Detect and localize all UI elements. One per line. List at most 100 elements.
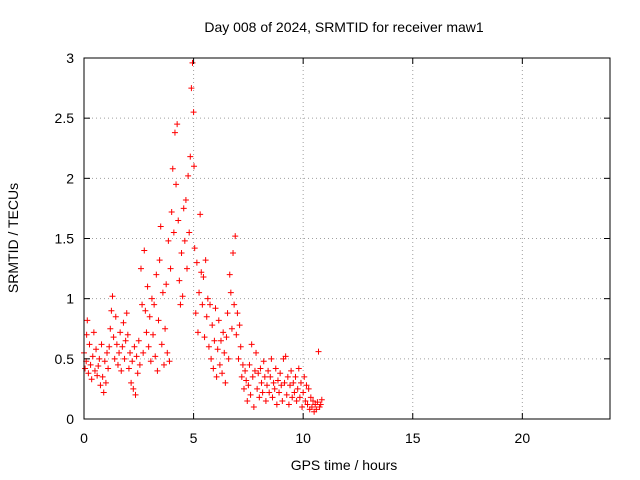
data-point [209, 322, 216, 329]
y-tick-label: 1 [66, 291, 74, 307]
data-point [208, 355, 215, 362]
data-point [317, 401, 324, 408]
data-point [310, 397, 317, 404]
data-point [239, 361, 246, 368]
data-point [189, 59, 196, 66]
data-point [225, 355, 232, 362]
data-point [237, 343, 244, 350]
data-point [207, 301, 214, 308]
data-point [150, 331, 157, 338]
y-tick-label: 0 [66, 411, 74, 427]
data-point [174, 121, 181, 128]
data-point [89, 353, 96, 360]
data-point [118, 367, 125, 374]
data-point [164, 349, 171, 356]
data-point [100, 389, 107, 396]
data-point [257, 365, 264, 372]
x-tick-label: 10 [295, 430, 311, 446]
data-point [122, 337, 129, 344]
data-point [191, 245, 198, 252]
data-point [251, 367, 258, 374]
data-point [276, 389, 283, 396]
data-point [198, 269, 205, 276]
data-point [143, 329, 150, 336]
data-point [223, 334, 230, 341]
data-point [238, 373, 245, 380]
data-point [268, 355, 275, 362]
data-point [203, 313, 210, 320]
data-point [169, 165, 176, 172]
data-point [155, 317, 162, 324]
data-point [141, 247, 148, 254]
data-point [262, 397, 269, 404]
data-point [244, 397, 251, 404]
data-point [119, 343, 126, 350]
data-point [219, 370, 226, 377]
data-point [121, 355, 128, 362]
data-point [171, 129, 178, 136]
data-point [94, 372, 101, 379]
data-point [128, 379, 135, 386]
data-point [231, 301, 238, 308]
data-point [302, 397, 309, 404]
data-point [173, 181, 180, 188]
data-point [281, 379, 288, 386]
x-tick-label: 20 [515, 430, 531, 446]
x-tick-label: 15 [405, 430, 421, 446]
data-point [289, 394, 296, 401]
data-point [212, 305, 219, 312]
data-point [168, 209, 175, 216]
data-point [124, 331, 131, 338]
y-tick-label: 1.5 [55, 231, 75, 247]
data-point [249, 373, 256, 380]
data-point [256, 394, 263, 401]
data-point [260, 358, 267, 365]
data-point [273, 401, 280, 408]
data-point [247, 391, 254, 398]
y-axis-label: SRMTID / TECUs [5, 183, 21, 293]
data-point [120, 319, 127, 326]
data-point [284, 373, 291, 380]
data-point [170, 229, 177, 236]
data-point [137, 265, 144, 272]
data-point [264, 382, 271, 389]
data-point [148, 295, 155, 302]
data-point [112, 313, 119, 320]
data-point [246, 361, 253, 368]
data-point [220, 329, 227, 336]
data-point [227, 289, 234, 296]
data-point [217, 337, 224, 344]
data-point [199, 301, 206, 308]
data-point [163, 281, 170, 288]
data-point [117, 329, 124, 336]
data-point [190, 109, 197, 116]
data-point [160, 361, 167, 368]
data-point [130, 385, 137, 392]
data-point [297, 379, 304, 386]
data-point [300, 389, 307, 396]
data-point [144, 283, 151, 290]
x-axis-label: GPS time / hours [291, 457, 398, 473]
data-point [301, 373, 308, 380]
data-point [250, 403, 257, 410]
data-point [192, 310, 199, 317]
data-point [107, 325, 114, 332]
data-point [245, 382, 252, 389]
data-point [102, 379, 109, 386]
data-point [108, 307, 115, 314]
data-point [210, 365, 217, 372]
data-point [136, 361, 143, 368]
data-point [290, 379, 297, 386]
y-tick-label: 3 [66, 50, 74, 66]
data-point [111, 355, 118, 362]
data-point [242, 367, 249, 374]
data-point [135, 337, 142, 344]
data-point [278, 382, 285, 389]
data-point [291, 389, 298, 396]
data-point [194, 329, 201, 336]
data-point [147, 358, 154, 365]
data-point [95, 363, 102, 370]
data-point [106, 343, 113, 350]
data-point [282, 353, 289, 360]
data-point [153, 271, 160, 278]
